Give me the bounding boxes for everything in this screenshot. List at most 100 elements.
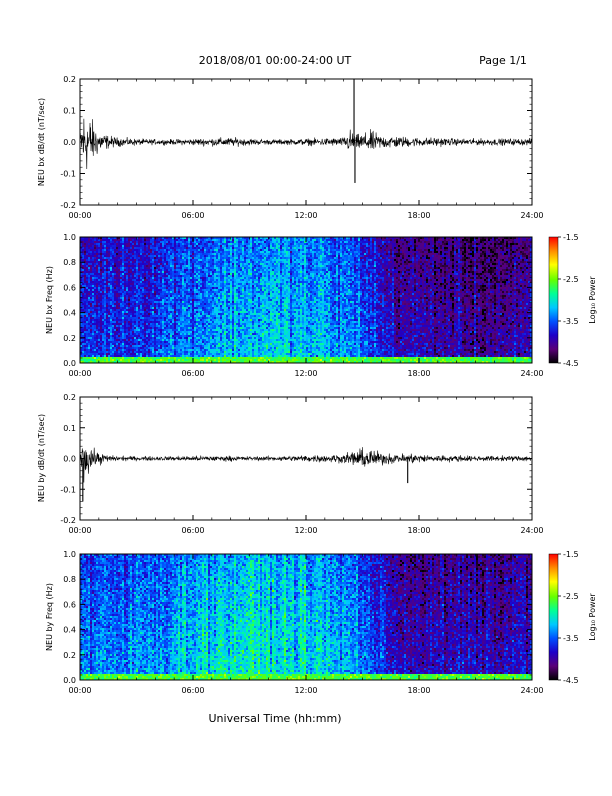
bx-spectrogram-cell [178, 261, 180, 263]
bx-spectrogram-cell [190, 293, 192, 295]
bx-spectrogram-cell [158, 325, 160, 327]
bx-spectrogram-cell [152, 255, 154, 257]
bx-spectrogram-cell [156, 297, 158, 299]
bx-spectrogram-cell [152, 249, 154, 251]
bx-spectrogram-cell [160, 335, 162, 337]
bx-spectrogram-cell [98, 331, 100, 333]
bx-spectrogram-cell [108, 243, 110, 245]
bx-spectrogram-cell [102, 345, 104, 347]
bx-spectrogram-cell [194, 307, 196, 309]
bx-spectrogram-cell [182, 263, 184, 265]
bx-spectrogram-cell [110, 277, 112, 279]
bx-spectrogram-cell [118, 305, 120, 307]
bx-spectrogram-cell [100, 349, 102, 351]
bx-spectrogram-cell [84, 245, 86, 247]
bx-spectrogram-cell [166, 339, 168, 341]
bx-spectrogram-cell [176, 357, 178, 359]
bx-spectrogram-cell [88, 251, 90, 253]
bx-spectrogram-cell [108, 261, 110, 263]
bx-spectrogram-cell [114, 239, 116, 241]
bx-spectrogram-cell [162, 321, 164, 323]
bx-spectrogram-cell [132, 329, 134, 331]
bx-spectrogram-cell [96, 297, 98, 299]
bx-spectrogram-cell [118, 253, 120, 255]
bx-spectrogram-cell [160, 255, 162, 257]
bx-spectrogram-cell [132, 273, 134, 275]
bx-spectrogram-cell [140, 343, 142, 345]
bx-spectrogram-cell [144, 325, 146, 327]
bx-spectrogram-cell [138, 339, 140, 341]
bx-spectrogram-cell [152, 337, 154, 339]
bx-spectrogram-cell [96, 321, 98, 323]
bx-spectrogram-cell [152, 323, 154, 325]
bx-spectrogram-cell [154, 353, 156, 355]
bx-spectrogram-cell [138, 305, 140, 307]
bx-spectrogram-cell [188, 305, 190, 307]
bx-spectrogram-cell [188, 325, 190, 327]
bx-spectrogram-cell [190, 251, 192, 253]
bx-spectrogram-cell [102, 329, 104, 331]
bx-spectrogram-cell [164, 271, 166, 273]
bx-spectrogram-cell [92, 269, 94, 271]
bx-spectrogram-cell [194, 333, 196, 335]
bx-spectrogram-cell [168, 319, 170, 321]
bx-spectrogram-cell [140, 245, 142, 247]
bx-spectrogram-cell [150, 343, 152, 345]
bx-spectrogram-cell [84, 353, 86, 355]
bx-spectrogram-cell [120, 323, 122, 325]
bx-spectrogram-cell [136, 331, 138, 333]
bx-spectrogram-cell [84, 251, 86, 253]
bx-spectrogram-cell [146, 241, 148, 243]
bx-spectrogram-cell [90, 337, 92, 339]
bx-spectrogram-cell [100, 247, 102, 249]
bx-spectrogram-cell [88, 307, 90, 309]
bx-spectrogram-cell [166, 333, 168, 335]
bx-spectrogram-cell [90, 293, 92, 295]
bx-spectrogram-cell [124, 303, 126, 305]
bx-spectrogram-cell [122, 345, 124, 347]
bx-spectrogram-cell [92, 337, 94, 339]
bx-spectrogram-cell [144, 253, 146, 255]
bx-spectrogram-cell [186, 273, 188, 275]
bx-spectrogram-cell [158, 353, 160, 355]
bx-spectrogram-cell [94, 337, 96, 339]
bx-spectrogram-cell [90, 291, 92, 293]
bx-dbdt-y-tick-label: -0.1 [60, 170, 76, 179]
bx-spectrogram-cell [166, 347, 168, 349]
bx-spectrogram-cell [120, 329, 122, 331]
bx-spectrogram-cell [124, 313, 126, 315]
bx-spectrogram-cell [144, 239, 146, 241]
bx-spectrogram-cell [120, 239, 122, 241]
bx-spectrogram-cell [152, 299, 154, 301]
bx-spectrogram-cell [120, 301, 122, 303]
bx-spectrogram-cell [100, 255, 102, 257]
bx-spectrogram-cell [156, 309, 158, 311]
bx-spectrogram-cell [192, 311, 194, 313]
bx-spectrogram-cell [192, 335, 194, 337]
bx-spectrogram-cell [128, 275, 130, 277]
bx-spectrogram-cell [94, 335, 96, 337]
bx-spectrogram-cell [130, 257, 132, 259]
bx-spectrogram-cell [194, 277, 196, 279]
bx-spectrogram-cell [162, 283, 164, 285]
bx-spectrogram-cell [132, 309, 134, 311]
bx-spectrogram-cell [166, 255, 168, 257]
bx-spectrogram-cell [148, 301, 150, 303]
bx-spectrogram-cell [158, 337, 160, 339]
bx-spectrogram-cell [170, 269, 172, 271]
bx-spectrogram-cell [106, 273, 108, 275]
bx-spectrogram-cell [88, 259, 90, 261]
bx-spectrogram-cell [168, 239, 170, 241]
bx-spectrogram-cell [184, 335, 186, 337]
bx-spectrogram-cell [96, 317, 98, 319]
bx-spectrogram-cell [94, 259, 96, 261]
bx-spectrogram-cell [106, 303, 108, 305]
bx-spectrogram-cell [154, 339, 156, 341]
bx-spectrogram-cell [96, 329, 98, 331]
bx-spectrogram-cell [150, 305, 152, 307]
bx-spectrogram-cell [172, 253, 174, 255]
bx-spectrogram-cell [188, 333, 190, 335]
bx-spectrogram-cell [176, 243, 178, 245]
bx-spectrogram-cell [92, 239, 94, 241]
bx-spectrogram-cell [102, 321, 104, 323]
